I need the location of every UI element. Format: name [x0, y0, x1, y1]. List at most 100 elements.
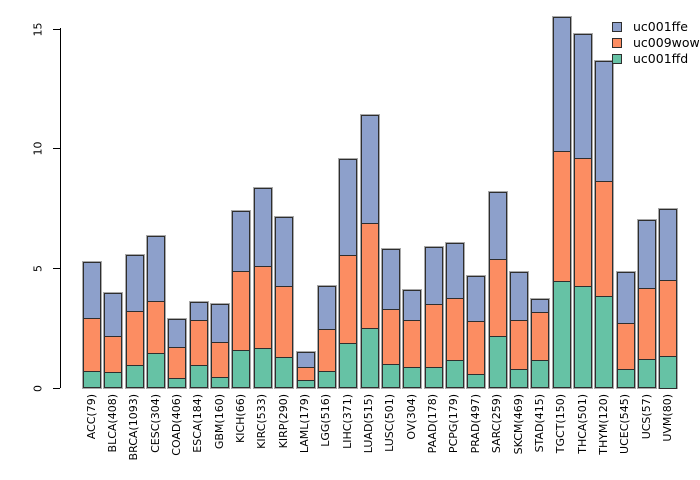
bar-segment-uc001ffd: [381, 364, 400, 389]
x-category-label: PRAD(497): [468, 394, 482, 454]
bar-segment-uc001ffe: [232, 210, 251, 272]
legend-item-uc001ffd: uc001ffd: [612, 52, 700, 65]
legend-swatch-icon: [612, 54, 622, 64]
bar-segment-uc001ffd: [360, 328, 379, 389]
bar-stack: [252, 187, 273, 389]
bar-segment-uc001ffd: [659, 355, 678, 389]
x-category-label: LIHC(371): [340, 394, 354, 449]
bar-segment-uc001ffe: [488, 191, 507, 260]
bar-segment-uc001ffe: [360, 115, 379, 225]
bar-segment-uc001ffd: [531, 360, 550, 389]
bar-segment-uc001ffd: [552, 281, 571, 389]
bar-stack: [210, 302, 231, 389]
bar-segment-uc009wow: [125, 311, 144, 367]
legend: uc001ffe uc009wow uc001ffd: [612, 19, 700, 65]
bar-segment-uc001ffd: [147, 353, 166, 389]
y-tick-label: 0: [31, 384, 45, 392]
bar-stack: [146, 235, 167, 389]
bar-segment-uc009wow: [531, 312, 550, 362]
legend-swatch-icon: [612, 38, 622, 48]
x-category-label: KIRP(290): [276, 394, 290, 449]
bar-segment-uc009wow: [253, 266, 272, 350]
bar-segment-uc001ffe: [168, 319, 187, 349]
bar-stack: [167, 318, 188, 389]
y-tick-label: 10: [31, 141, 45, 156]
bar-segment-uc001ffd: [317, 371, 336, 389]
bar-stack: [295, 350, 316, 389]
x-category-label: OV(304): [404, 394, 418, 440]
x-category-label: CESC(304): [148, 394, 162, 453]
x-category-label: STAD(415): [532, 394, 546, 453]
bar-segment-uc009wow: [83, 318, 101, 373]
bar-segment-uc001ffd: [467, 373, 486, 388]
bar-segment-uc009wow: [296, 366, 315, 381]
bar-segment-uc009wow: [616, 322, 635, 370]
bar-segment-uc001ffe: [616, 271, 635, 324]
x-category-label: LGG(516): [319, 394, 333, 447]
x-category-label: LUAD(515): [362, 394, 376, 454]
legend-label: uc009wow: [633, 35, 700, 50]
bar-segment-uc001ffd: [616, 368, 635, 388]
bar-segment-uc001ffd: [638, 359, 657, 389]
bar-segment-uc001ffd: [339, 343, 358, 389]
x-category-label: SKCM(469): [511, 394, 525, 455]
bar-segment-uc001ffd: [445, 360, 464, 389]
bar-segment-uc001ffd: [253, 348, 272, 389]
bar-stack: [509, 270, 529, 389]
bar-segment-uc001ffe: [467, 275, 486, 322]
x-category-label: THCA(501): [575, 394, 589, 454]
bar-segment-uc001ffe: [211, 303, 230, 343]
bar-stack: [637, 219, 658, 389]
bar-segment-uc001ffe: [125, 255, 144, 313]
bar-segment-uc009wow: [467, 320, 486, 375]
bar-segment-uc001ffe: [424, 246, 443, 305]
x-category-label: LAML(179): [298, 394, 311, 454]
x-category-label: PAAD(178): [426, 394, 440, 454]
legend-item-uc009wow: uc009wow: [612, 35, 700, 50]
bar-stack: [124, 254, 145, 389]
bar-segment-uc001ffe: [659, 208, 678, 281]
bar-segment-uc001ffd: [595, 296, 614, 389]
bar-stack: [103, 292, 124, 389]
bar-segment-uc001ffd: [510, 368, 528, 388]
bar-segment-uc009wow: [211, 341, 230, 378]
bar-segment-uc009wow: [232, 270, 251, 351]
bar-segment-uc001ffe: [552, 17, 571, 153]
bar-stack: [444, 242, 465, 389]
bar-segment-uc001ffd: [125, 365, 144, 389]
x-category-label: UCS(57): [639, 394, 653, 440]
bar-segment-uc001ffe: [83, 262, 101, 320]
y-tick: [53, 28, 60, 30]
legend-label: uc001ffe: [633, 19, 688, 34]
x-category-label: ACC(79): [84, 394, 98, 440]
bar-stack: [658, 207, 679, 389]
bar-stack: [231, 209, 252, 389]
bar-segment-uc001ffd: [168, 378, 187, 389]
bar-segment-uc009wow: [360, 223, 379, 330]
bar-segment-uc001ffd: [296, 379, 315, 388]
y-tick: [53, 148, 60, 150]
bar-segment-uc009wow: [638, 288, 657, 361]
bar-segment-uc001ffe: [445, 243, 464, 300]
y-tick-label: 5: [31, 264, 45, 272]
x-category-label: BLCA(408): [105, 394, 119, 453]
x-category-label: TGCT(150): [554, 394, 568, 454]
bar-stack: [188, 300, 209, 389]
bar-stack: [274, 215, 295, 389]
bar-segment-uc009wow: [168, 347, 187, 380]
bar-stack: [338, 158, 359, 389]
x-category-label: GBM(160): [212, 394, 226, 450]
bar-stack: [316, 285, 337, 389]
legend-swatch-icon: [612, 22, 622, 32]
bar-stack: [359, 114, 380, 389]
y-tick-label: 15: [31, 22, 45, 36]
x-category-label: KIRC(533): [255, 394, 269, 449]
bar-segment-uc001ffe: [403, 289, 422, 321]
y-tick: [53, 267, 60, 269]
x-category-label: UCEC(545): [618, 394, 632, 454]
bar-segment-uc001ffe: [104, 293, 123, 338]
bar-segment-uc009wow: [510, 319, 528, 370]
bar-segment-uc001ffe: [381, 249, 400, 311]
x-category-label: COAD(406): [169, 394, 183, 456]
